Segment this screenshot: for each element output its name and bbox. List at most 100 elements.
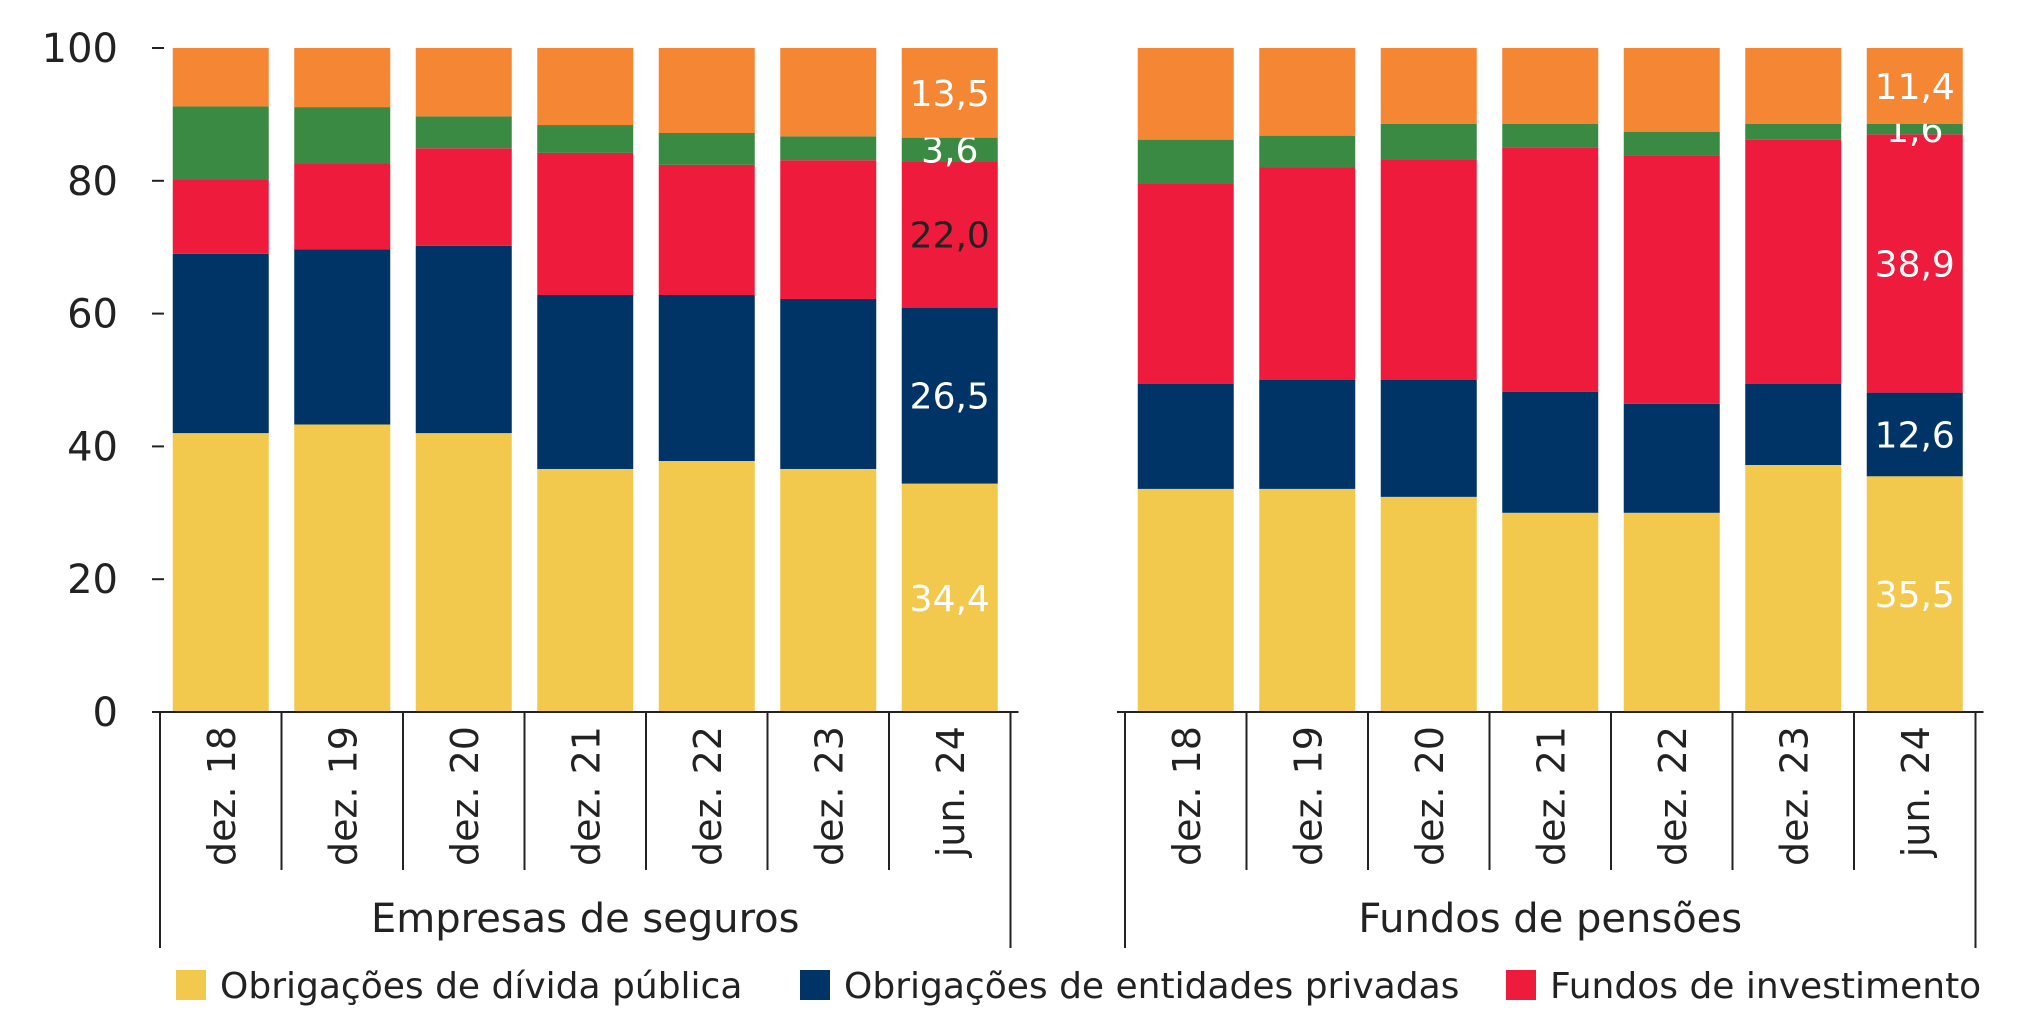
legend: Obrigações de dívida pública Obrigações d… — [176, 966, 1981, 1007]
bar-segment — [294, 107, 391, 164]
bar-segment — [172, 433, 269, 712]
bar-segment — [1380, 48, 1477, 124]
bar-segment — [1866, 123, 1963, 135]
data-label: 35,5 — [1875, 575, 1955, 616]
bar-segment — [415, 245, 512, 434]
bar-segment — [294, 249, 391, 425]
bar-segment — [1502, 391, 1599, 513]
bar-segment — [415, 433, 512, 712]
bar-segment — [415, 148, 512, 246]
bar-segment — [1745, 464, 1842, 712]
bar-segment — [537, 48, 634, 126]
bar-segment — [901, 161, 998, 308]
y-axis: 0 20 40 60 80 100 — [42, 26, 164, 736]
bar-segment — [1259, 488, 1356, 712]
bar-segment — [294, 48, 391, 108]
y-tick-label: 20 — [67, 557, 118, 603]
y-tick-label: 100 — [42, 26, 118, 72]
bar-segment — [1380, 496, 1477, 712]
bar-segment — [901, 307, 998, 484]
bar-segment — [1623, 403, 1720, 513]
x-tick-label: dez. 23 — [807, 726, 851, 866]
group-label: Fundos de pensões — [1358, 896, 1742, 942]
bar-segment — [1502, 512, 1599, 712]
bar-segment — [537, 125, 634, 153]
data-label: 13,5 — [910, 74, 990, 115]
bar-segment — [1866, 392, 1963, 477]
legend-swatch — [1506, 970, 1536, 1000]
bar-segment — [780, 48, 877, 137]
bar-segment — [1502, 123, 1599, 148]
legend-label: Obrigações de dívida pública — [220, 966, 742, 1007]
bar-segment — [1623, 155, 1720, 404]
y-tick-label: 60 — [67, 292, 118, 338]
bar-segment — [901, 137, 998, 162]
bar-segment — [658, 461, 755, 712]
bar-segment — [1866, 134, 1963, 393]
bar-segment — [172, 48, 269, 107]
bars-layer: 34,426,522,03,613,535,512,638,91,611,4 — [172, 48, 1963, 712]
bar-segment — [172, 179, 269, 254]
x-tick-label: dez. 20 — [443, 726, 487, 866]
bar-segment — [901, 48, 998, 138]
bar-segment — [537, 468, 634, 712]
legend-swatch — [800, 970, 830, 1000]
x-axis: dez. 18 dez. 19 dez. 20 dez. 21 dez. 22 dez. … — [152, 711, 1984, 948]
x-tick-label: dez. 21 — [1529, 726, 1573, 866]
y-tick-label: 80 — [67, 159, 118, 205]
bar-segment — [901, 483, 998, 712]
bar-segment — [1502, 147, 1599, 392]
bar-segment — [780, 298, 877, 469]
x-tick-label: dez. 20 — [1408, 726, 1452, 866]
y-tick-label: 0 — [93, 690, 118, 736]
bar-segment — [658, 164, 755, 296]
bar-segment — [1137, 488, 1234, 712]
bar-segment — [780, 160, 877, 299]
bar-segment — [1623, 48, 1720, 132]
x-tick-label: dez. 22 — [686, 726, 730, 866]
bar-segment — [658, 48, 755, 133]
bar-segment — [1259, 48, 1356, 136]
x-tick-label: dez. 19 — [1286, 726, 1330, 866]
bar-segment — [1259, 135, 1356, 168]
x-tick-label: dez. 18 — [200, 726, 244, 866]
bar-segment — [1259, 380, 1356, 489]
data-label: 22,0 — [910, 216, 990, 257]
bar-segment — [1380, 123, 1477, 160]
bar-segment — [1623, 512, 1720, 712]
bar-segment — [172, 106, 269, 180]
bar-segment — [1623, 131, 1720, 156]
legend-label: Fundos de investimento — [1550, 966, 1981, 1007]
bar-segment — [1380, 159, 1477, 380]
bar-segment — [1137, 383, 1234, 489]
bar-segment — [537, 152, 634, 296]
bar-segment — [1380, 380, 1477, 497]
x-tick-label: jun. 24 — [929, 726, 973, 858]
bar-segment — [1745, 139, 1842, 384]
x-tick-label: dez. 22 — [1651, 726, 1695, 866]
bar-segment — [1745, 123, 1842, 140]
bar-segment — [658, 132, 755, 165]
data-label: 11,4 — [1875, 67, 1955, 108]
bar-segment — [780, 136, 877, 161]
bar-segment — [415, 116, 512, 149]
bar-segment — [1745, 383, 1842, 465]
bar-segment — [780, 468, 877, 712]
data-label: 34,4 — [910, 579, 990, 620]
legend-swatch — [176, 970, 206, 1000]
x-tick-label: jun. 24 — [1894, 726, 1938, 858]
data-label: 12,6 — [1875, 415, 1955, 456]
bar-segment — [1745, 48, 1842, 124]
bar-segment — [1137, 139, 1234, 184]
bar-segment — [537, 295, 634, 469]
group-label: Empresas de seguros — [371, 896, 800, 942]
bar-segment — [1502, 48, 1599, 124]
bar-segment — [658, 295, 755, 462]
bar-segment — [1866, 476, 1963, 712]
bar-segment — [294, 424, 391, 712]
bar-segment — [1866, 48, 1963, 124]
x-tick-label: dez. 21 — [564, 726, 608, 866]
bar-segment — [294, 163, 391, 250]
legend-label: Obrigações de entidades privadas — [844, 966, 1459, 1007]
